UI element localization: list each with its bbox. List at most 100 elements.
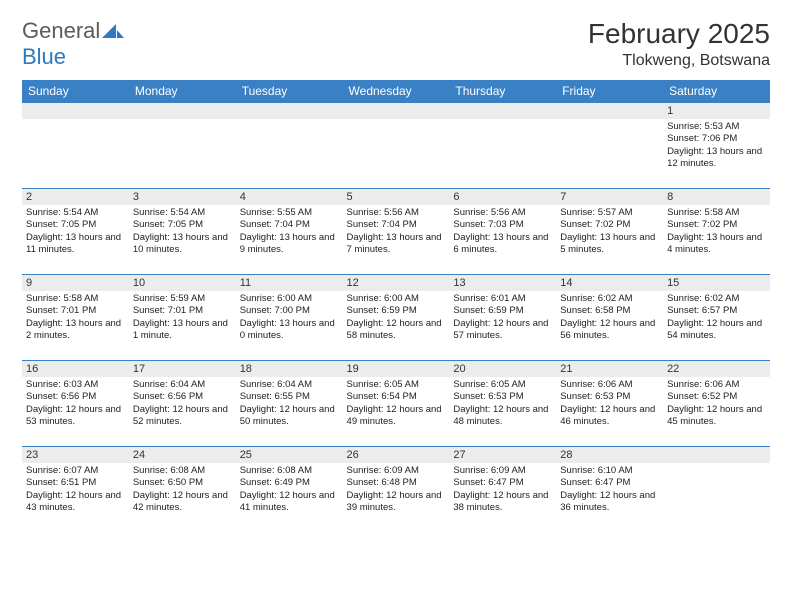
sunrise-text: Sunrise: 5:58 AM: [26, 293, 125, 305]
sunrise-text: Sunrise: 6:03 AM: [26, 379, 125, 391]
logo-text: General Blue: [22, 18, 124, 70]
daylight-text: Daylight: 13 hours and 11 minutes.: [26, 232, 125, 257]
day-number: 19: [343, 361, 450, 377]
calendar-cell: [449, 103, 556, 189]
calendar-cell: 6Sunrise: 5:56 AMSunset: 7:03 PMDaylight…: [449, 189, 556, 275]
day-number: 24: [129, 447, 236, 463]
calendar-cell: 22Sunrise: 6:06 AMSunset: 6:52 PMDayligh…: [663, 361, 770, 447]
calendar-cell: 19Sunrise: 6:05 AMSunset: 6:54 PMDayligh…: [343, 361, 450, 447]
sunset-text: Sunset: 7:06 PM: [667, 133, 766, 145]
sunset-text: Sunset: 6:49 PM: [240, 477, 339, 489]
logo-word-blue: Blue: [22, 44, 66, 69]
calendar-table: Sunday Monday Tuesday Wednesday Thursday…: [22, 80, 770, 533]
day-number: 23: [22, 447, 129, 463]
sunrise-text: Sunrise: 6:05 AM: [347, 379, 446, 391]
calendar-cell: 11Sunrise: 6:00 AMSunset: 7:00 PMDayligh…: [236, 275, 343, 361]
calendar-cell: 3Sunrise: 5:54 AMSunset: 7:05 PMDaylight…: [129, 189, 236, 275]
daylight-text: Daylight: 12 hours and 45 minutes.: [667, 404, 766, 429]
calendar-week: 2Sunrise: 5:54 AMSunset: 7:05 PMDaylight…: [22, 189, 770, 275]
calendar-cell: 9Sunrise: 5:58 AMSunset: 7:01 PMDaylight…: [22, 275, 129, 361]
day-number: 5: [343, 189, 450, 205]
calendar-cell: 10Sunrise: 5:59 AMSunset: 7:01 PMDayligh…: [129, 275, 236, 361]
sunrise-text: Sunrise: 6:07 AM: [26, 465, 125, 477]
weekday-tuesday: Tuesday: [236, 80, 343, 103]
day-number: 9: [22, 275, 129, 291]
day-details: Sunrise: 6:03 AMSunset: 6:56 PMDaylight:…: [22, 377, 129, 430]
daylight-text: Daylight: 13 hours and 6 minutes.: [453, 232, 552, 257]
daylight-text: Daylight: 12 hours and 43 minutes.: [26, 490, 125, 515]
calendar-cell: 8Sunrise: 5:58 AMSunset: 7:02 PMDaylight…: [663, 189, 770, 275]
day-number: 28: [556, 447, 663, 463]
day-number: 26: [343, 447, 450, 463]
day-number: 15: [663, 275, 770, 291]
day-details: Sunrise: 6:08 AMSunset: 6:49 PMDaylight:…: [236, 463, 343, 516]
sunrise-text: Sunrise: 6:09 AM: [347, 465, 446, 477]
daylight-text: Daylight: 13 hours and 2 minutes.: [26, 318, 125, 343]
daylight-text: Daylight: 12 hours and 54 minutes.: [667, 318, 766, 343]
logo: General Blue: [22, 18, 124, 70]
sunset-text: Sunset: 7:01 PM: [133, 305, 232, 317]
sunrise-text: Sunrise: 6:06 AM: [667, 379, 766, 391]
calendar-cell: 14Sunrise: 6:02 AMSunset: 6:58 PMDayligh…: [556, 275, 663, 361]
day-details: Sunrise: 6:00 AMSunset: 6:59 PMDaylight:…: [343, 291, 450, 344]
daylight-text: Daylight: 13 hours and 9 minutes.: [240, 232, 339, 257]
calendar-cell: [236, 103, 343, 189]
calendar-cell: 5Sunrise: 5:56 AMSunset: 7:04 PMDaylight…: [343, 189, 450, 275]
day-number: [556, 103, 663, 119]
day-number: 18: [236, 361, 343, 377]
sunset-text: Sunset: 6:58 PM: [560, 305, 659, 317]
day-details: Sunrise: 6:06 AMSunset: 6:52 PMDaylight:…: [663, 377, 770, 430]
day-number: 6: [449, 189, 556, 205]
sunset-text: Sunset: 7:05 PM: [26, 219, 125, 231]
day-details: Sunrise: 6:08 AMSunset: 6:50 PMDaylight:…: [129, 463, 236, 516]
daylight-text: Daylight: 13 hours and 5 minutes.: [560, 232, 659, 257]
daylight-text: Daylight: 12 hours and 57 minutes.: [453, 318, 552, 343]
day-number: 27: [449, 447, 556, 463]
sunrise-text: Sunrise: 5:57 AM: [560, 207, 659, 219]
day-number: 7: [556, 189, 663, 205]
sunrise-text: Sunrise: 6:05 AM: [453, 379, 552, 391]
calendar-cell: 4Sunrise: 5:55 AMSunset: 7:04 PMDaylight…: [236, 189, 343, 275]
weekday-monday: Monday: [129, 80, 236, 103]
day-details: Sunrise: 5:59 AMSunset: 7:01 PMDaylight:…: [129, 291, 236, 344]
weekday-friday: Friday: [556, 80, 663, 103]
sunset-text: Sunset: 7:04 PM: [347, 219, 446, 231]
day-number: [343, 103, 450, 119]
daylight-text: Daylight: 12 hours and 36 minutes.: [560, 490, 659, 515]
sunset-text: Sunset: 7:03 PM: [453, 219, 552, 231]
day-number: 17: [129, 361, 236, 377]
weekday-wednesday: Wednesday: [343, 80, 450, 103]
sunrise-text: Sunrise: 5:59 AM: [133, 293, 232, 305]
day-details: Sunrise: 5:54 AMSunset: 7:05 PMDaylight:…: [129, 205, 236, 258]
day-details: Sunrise: 6:04 AMSunset: 6:56 PMDaylight:…: [129, 377, 236, 430]
daylight-text: Daylight: 12 hours and 42 minutes.: [133, 490, 232, 515]
sunset-text: Sunset: 7:05 PM: [133, 219, 232, 231]
sunset-text: Sunset: 7:04 PM: [240, 219, 339, 231]
calendar-week: 16Sunrise: 6:03 AMSunset: 6:56 PMDayligh…: [22, 361, 770, 447]
sunset-text: Sunset: 6:48 PM: [347, 477, 446, 489]
daylight-text: Daylight: 12 hours and 48 minutes.: [453, 404, 552, 429]
calendar-cell: [343, 103, 450, 189]
daylight-text: Daylight: 12 hours and 52 minutes.: [133, 404, 232, 429]
day-details: Sunrise: 5:58 AMSunset: 7:02 PMDaylight:…: [663, 205, 770, 258]
day-details: Sunrise: 5:56 AMSunset: 7:04 PMDaylight:…: [343, 205, 450, 258]
weekday-saturday: Saturday: [663, 80, 770, 103]
day-number: [22, 103, 129, 119]
header: General Blue February 2025 Tlokweng, Bot…: [22, 18, 770, 70]
calendar-cell: [129, 103, 236, 189]
day-details: Sunrise: 5:54 AMSunset: 7:05 PMDaylight:…: [22, 205, 129, 258]
weekday-row: Sunday Monday Tuesday Wednesday Thursday…: [22, 80, 770, 103]
calendar-cell: 20Sunrise: 6:05 AMSunset: 6:53 PMDayligh…: [449, 361, 556, 447]
daylight-text: Daylight: 13 hours and 10 minutes.: [133, 232, 232, 257]
calendar-week: 1Sunrise: 5:53 AMSunset: 7:06 PMDaylight…: [22, 103, 770, 189]
calendar-cell: 23Sunrise: 6:07 AMSunset: 6:51 PMDayligh…: [22, 447, 129, 533]
calendar-head: Sunday Monday Tuesday Wednesday Thursday…: [22, 80, 770, 103]
sunrise-text: Sunrise: 6:02 AM: [667, 293, 766, 305]
day-details: Sunrise: 6:05 AMSunset: 6:53 PMDaylight:…: [449, 377, 556, 430]
day-details: Sunrise: 6:09 AMSunset: 6:47 PMDaylight:…: [449, 463, 556, 516]
sunrise-text: Sunrise: 6:09 AM: [453, 465, 552, 477]
daylight-text: Daylight: 12 hours and 49 minutes.: [347, 404, 446, 429]
sunset-text: Sunset: 6:50 PM: [133, 477, 232, 489]
day-number: 22: [663, 361, 770, 377]
calendar-cell: 15Sunrise: 6:02 AMSunset: 6:57 PMDayligh…: [663, 275, 770, 361]
